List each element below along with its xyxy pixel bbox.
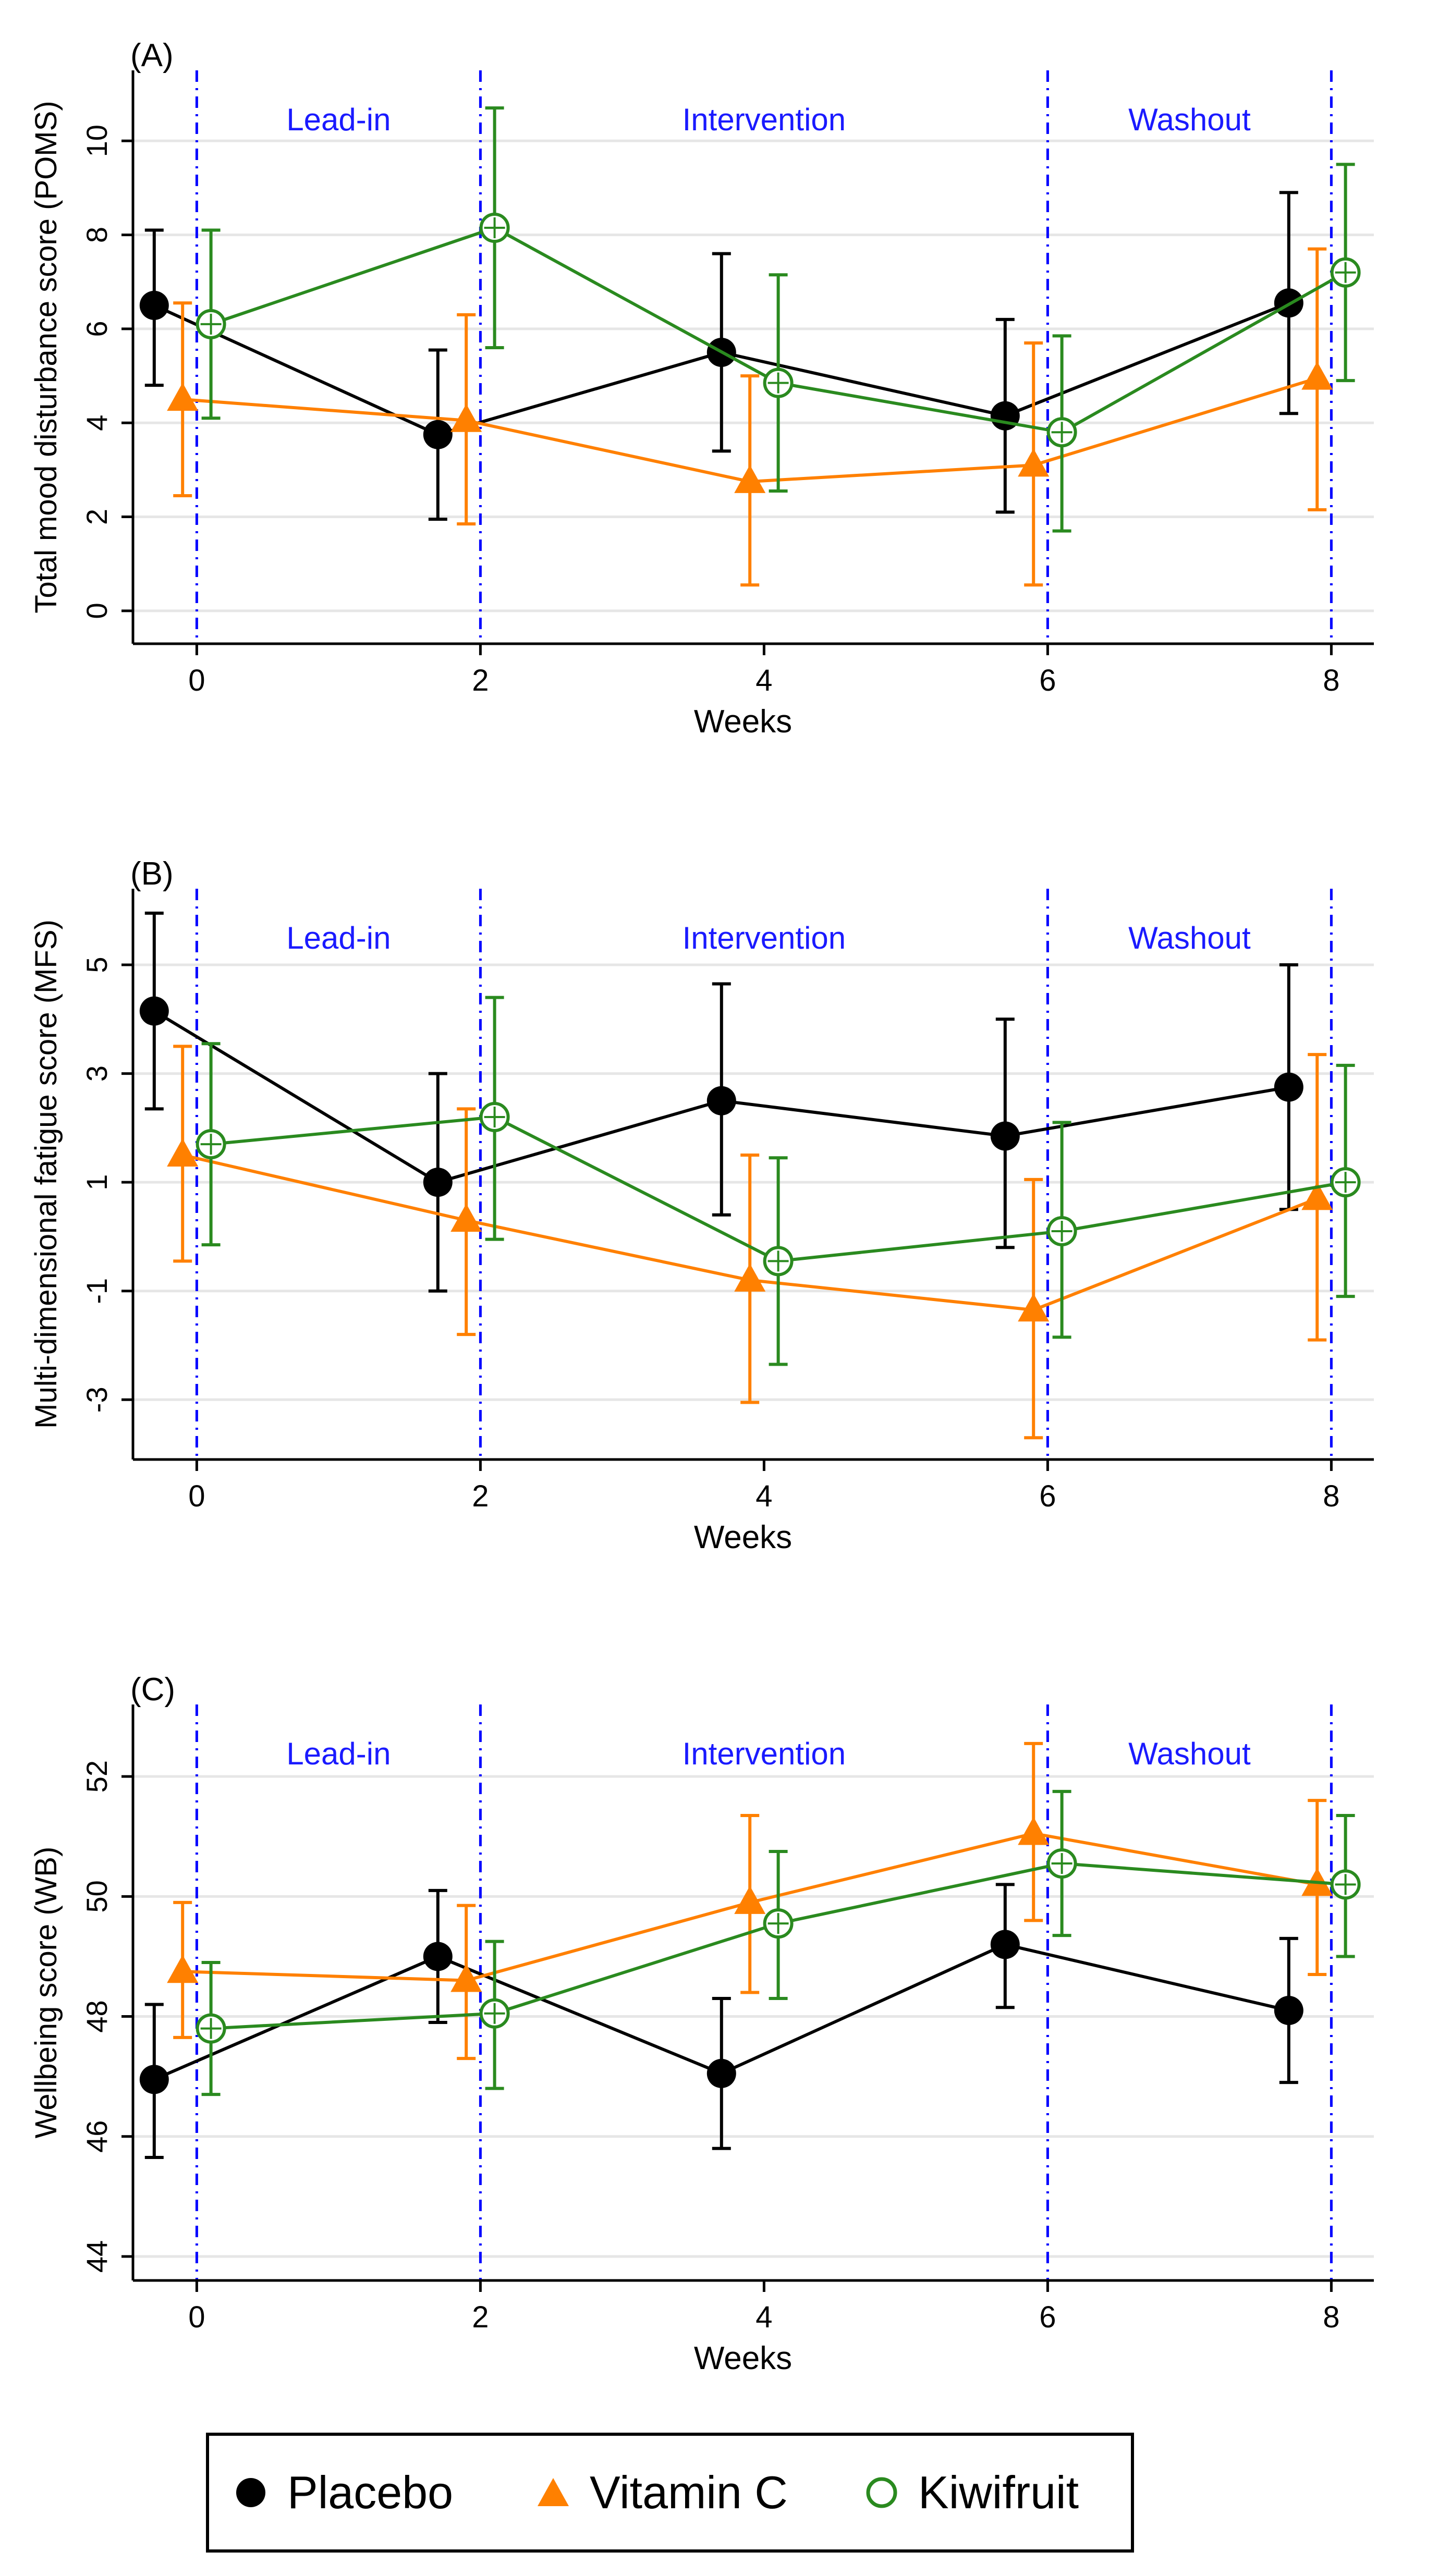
x-axis-title-b: Weeks — [694, 1519, 792, 1555]
marker-placebo-b-0 — [139, 996, 169, 1026]
legend-label-vitamin-c: Vitamin C — [590, 2467, 788, 2518]
marker-vitamin-c-a-0 — [167, 383, 199, 411]
y-tick-label-a-3: 6 — [80, 321, 113, 337]
legend-item-vitamin-c: Vitamin C — [532, 2436, 788, 2549]
marker-vitamin-c-b-3 — [1018, 1293, 1050, 1322]
x-tick-label-a-4: 8 — [1323, 664, 1339, 697]
panel-label-b: (B) — [130, 856, 174, 892]
marker-vitamin-c-b-4 — [1301, 1182, 1333, 1210]
marker-placebo-c-0 — [139, 2065, 169, 2094]
placebo-marker-icon — [236, 2478, 265, 2507]
x-tick-label-c-1: 2 — [472, 2300, 489, 2334]
legend: Placebo Vitamin C Kiwifruit — [206, 2433, 1134, 2553]
x-tick-label-a-0: 0 — [188, 664, 205, 697]
y-tick-label-a-4: 8 — [80, 227, 113, 243]
marker-vitamin-c-c-1 — [450, 1964, 482, 1992]
x-tick-label-b-1: 2 — [472, 1479, 489, 1513]
x-tick-label-a-2: 4 — [755, 664, 772, 697]
x-tick-label-a-1: 2 — [472, 664, 489, 697]
marker-vitamin-c-b-2 — [734, 1263, 766, 1292]
marker-vitamin-c-a-4 — [1301, 361, 1333, 390]
marker-vitamin-c-a-1 — [450, 403, 482, 432]
y-tick-label-c-4: 52 — [80, 1760, 113, 1793]
phase-label-a-2: Washout — [1128, 102, 1251, 137]
panel-b: Lead-in Intervention Washout -3 -1 1 3 5 0 2 4 6 8 We… — [29, 856, 1374, 1555]
phase-label-b-1: Intervention — [683, 921, 846, 955]
y-tick-label-b-1: -1 — [80, 1278, 113, 1304]
x-tick-label-b-3: 6 — [1039, 1479, 1056, 1513]
y-tick-label-c-1: 46 — [80, 2120, 113, 2153]
marker-placebo-a-0 — [139, 290, 169, 320]
y-axis-title-b: Multi-dimensional fatigue score (MFS) — [29, 919, 63, 1429]
marker-placebo-c-4 — [1274, 1996, 1303, 2026]
panel-label-a: (A) — [130, 38, 174, 73]
marker-placebo-b-2 — [706, 1086, 736, 1115]
x-tick-label-b-0: 0 — [188, 1479, 205, 1513]
x-tick-label-c-2: 4 — [755, 2300, 772, 2334]
phase-label-c-0: Lead-in — [286, 1736, 391, 1771]
vitamin-c-marker-icon — [538, 2478, 569, 2506]
y-tick-label-c-3: 50 — [80, 1880, 113, 1912]
phase-label-b-2: Washout — [1128, 921, 1251, 955]
legend-item-placebo: Placebo — [230, 2436, 453, 2549]
marker-vitamin-c-a-3 — [1018, 448, 1050, 477]
phase-label-c-2: Washout — [1128, 1736, 1251, 1771]
phase-label-a-1: Intervention — [683, 102, 846, 137]
marker-vitamin-c-c-3 — [1018, 1817, 1050, 1845]
y-tick-label-a-5: 10 — [80, 125, 113, 157]
phase-label-a-0: Lead-in — [286, 102, 391, 137]
x-tick-label-c-3: 6 — [1039, 2300, 1056, 2334]
y-tick-label-a-2: 4 — [80, 415, 113, 431]
marker-placebo-c-1 — [423, 1942, 453, 1971]
marker-vitamin-c-b-0 — [167, 1138, 199, 1167]
marker-placebo-b-3 — [990, 1121, 1020, 1151]
phase-label-c-1: Intervention — [683, 1736, 846, 1771]
y-tick-label-b-0: -3 — [80, 1387, 113, 1413]
kiwifruit-marker-icon — [866, 2477, 897, 2508]
marker-placebo-c-3 — [990, 1930, 1020, 1959]
marker-placebo-b-4 — [1274, 1072, 1303, 1102]
y-tick-label-b-4: 5 — [80, 956, 113, 973]
x-axis-title-a: Weeks — [694, 704, 792, 740]
legend-label-kiwifruit: Kiwifruit — [918, 2467, 1079, 2518]
x-tick-label-b-4: 8 — [1323, 1479, 1339, 1513]
phase-label-b-0: Lead-in — [286, 921, 391, 955]
legend-item-kiwifruit: Kiwifruit — [861, 2436, 1079, 2549]
y-tick-label-a-0: 0 — [80, 603, 113, 619]
marker-placebo-b-1 — [423, 1168, 453, 1197]
marker-placebo-a-1 — [423, 420, 453, 449]
x-tick-label-c-0: 0 — [188, 2300, 205, 2334]
y-axis-title-a: Total mood disturbance score (POMS) — [29, 101, 63, 613]
marker-vitamin-c-a-2 — [734, 464, 766, 493]
marker-vitamin-c-c-2 — [734, 1885, 766, 1914]
x-tick-label-a-3: 6 — [1039, 664, 1056, 697]
y-tick-label-b-2: 1 — [80, 1174, 113, 1191]
panel-a: Lead-in Intervention Washout 0 2 4 6 8 10 0 2 4 6 8 We… — [29, 38, 1374, 740]
x-tick-label-c-4: 8 — [1323, 2300, 1339, 2334]
y-tick-label-c-0: 44 — [80, 2240, 113, 2273]
x-tick-label-b-2: 4 — [755, 1479, 772, 1513]
y-axis-title-c: Wellbeing score (WB) — [29, 1847, 63, 2139]
y-tick-label-c-2: 48 — [80, 2000, 113, 2032]
marker-placebo-c-2 — [706, 2058, 736, 2088]
marker-placebo-a-3 — [990, 401, 1020, 431]
legend-label-placebo: Placebo — [287, 2467, 454, 2518]
marker-vitamin-c-b-1 — [450, 1204, 482, 1232]
x-axis-title-c: Weeks — [694, 2340, 792, 2376]
marker-vitamin-c-c-0 — [167, 1955, 199, 1983]
panel-label-c: (C) — [130, 1672, 175, 1708]
y-tick-label-a-1: 2 — [80, 509, 113, 525]
y-tick-label-b-3: 3 — [80, 1065, 113, 1082]
